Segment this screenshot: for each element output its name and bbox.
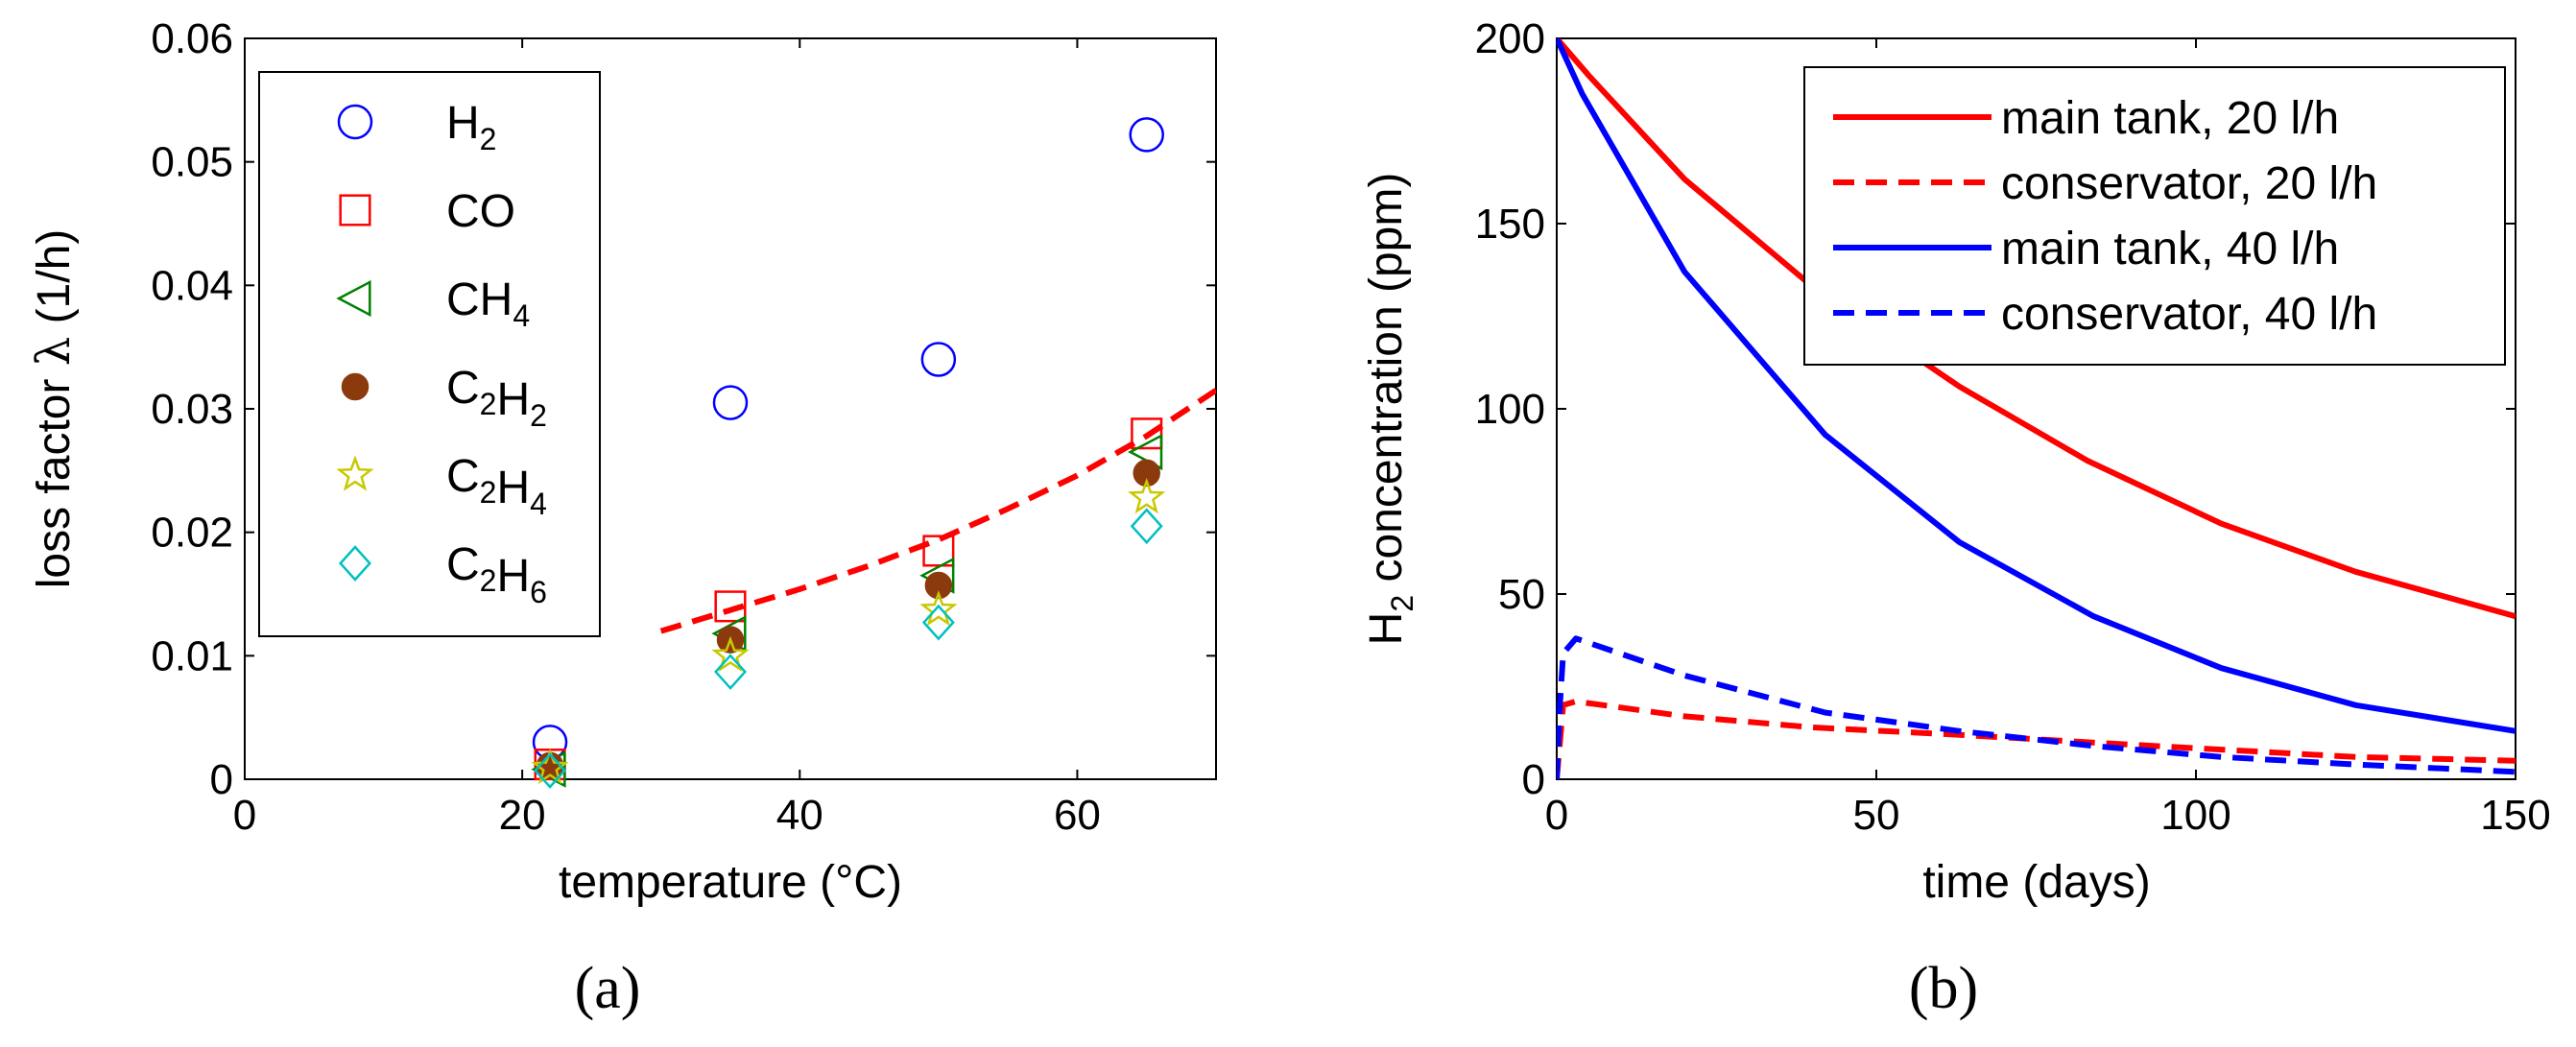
panel-b-x-axis-label: time (days) bbox=[1922, 857, 2150, 908]
legend-label-conservator-40-l-h: conservator, 40 l/h bbox=[2001, 289, 2377, 340]
legend-label-conservator-20-l-h: conservator, 20 l/h bbox=[2001, 158, 2377, 209]
panel-a-x-axis-label: temperature (°C) bbox=[559, 857, 902, 908]
legend-label-co: CO bbox=[446, 186, 515, 237]
panel-a-ticks: 0 20 40 60 0 0.01 0.02 0.03 0.04 0.05 0.06 bbox=[151, 15, 1216, 839]
series-line-conservator-20-l-h bbox=[1557, 698, 2516, 779]
marker-co bbox=[1131, 417, 1163, 450]
marker-co bbox=[922, 535, 955, 567]
panel-b-x-tick-label: 150 bbox=[2480, 792, 2550, 839]
panel-b-lines bbox=[1557, 38, 2516, 779]
marker-c2h4 bbox=[531, 748, 569, 785]
panel-a-legend: H2 CO CH4 C2H2 C2H4 C2H6 bbox=[258, 71, 601, 637]
marker-c2h2 bbox=[924, 571, 953, 600]
legend-label-c2h6: C2H6 bbox=[446, 539, 547, 609]
marker-c2h2 bbox=[1133, 459, 1160, 488]
panel-a-y-tick-label: 0.06 bbox=[151, 15, 233, 62]
panel-a-x-tick-label: 40 bbox=[776, 792, 823, 839]
marker-c2h4 bbox=[711, 635, 750, 672]
legend-marker-c2h4 bbox=[336, 455, 374, 491]
panel-a-y-tick-label: 0.05 bbox=[151, 139, 233, 186]
marker-co bbox=[714, 590, 747, 623]
marker-c2h6 bbox=[714, 654, 747, 690]
panel-a-y-axis-label-unit: (1/h) bbox=[29, 229, 80, 337]
panel-b-y-axis-label-pre: H bbox=[1361, 612, 1412, 646]
panel-a: 0 20 40 60 0 0.01 0.02 0.03 0.04 0.05 0.06 H2 CO CH4… bbox=[27, 15, 1217, 1021]
panel-b-ticks: 0 50 100 150 0 50 100 150 200 bbox=[1475, 15, 2551, 839]
panel-b-y-axis-label-post: concentration (ppm) bbox=[1361, 173, 1412, 595]
panel-a-label: (a) bbox=[575, 956, 641, 1021]
panel-b-label: (b) bbox=[1909, 956, 1978, 1021]
panel-a-x-tick-label: 0 bbox=[233, 792, 256, 839]
legend-label-main-tank-20-l-h: main tank, 20 l/h bbox=[2001, 93, 2339, 144]
panel-a-y-tick-label: 0.04 bbox=[151, 262, 233, 309]
panel-b-y-tick-label: 0 bbox=[1522, 756, 1545, 803]
marker-h2 bbox=[920, 342, 957, 377]
panel-a-y-tick-label: 0 bbox=[210, 756, 233, 803]
panel-a-fit-line bbox=[659, 388, 1216, 634]
legend-marker-h2 bbox=[337, 104, 373, 140]
panel-a-fit-curve bbox=[659, 388, 1216, 634]
panel-a-x-tick-label: 60 bbox=[1054, 792, 1101, 839]
marker-c2h4 bbox=[1128, 478, 1166, 514]
panel-a-markers bbox=[531, 117, 1166, 789]
panel-b-legend: main tank, 20 l/h conservator, 20 l/h main… bbox=[1803, 66, 2506, 366]
panel-a-y-tick-label: 0.02 bbox=[151, 510, 233, 557]
panel-a-y-axis-label-symbol: λ bbox=[27, 337, 81, 366]
panel-a-y-tick-label: 0.03 bbox=[151, 386, 233, 433]
panel-b: 0 50 100 150 0 50 100 150 200 main tank, 20 l/h c… bbox=[1361, 15, 2551, 1021]
marker-h2 bbox=[712, 385, 749, 420]
legend-marker-co bbox=[339, 194, 371, 226]
panel-b-x-tick-label: 0 bbox=[1545, 792, 1568, 839]
panel-a-y-axis-label-text: loss factor bbox=[29, 366, 80, 588]
marker-c2h6 bbox=[921, 604, 955, 641]
legend-marker-ch4 bbox=[336, 279, 371, 318]
panel-b-y-axis-label-sub: 2 bbox=[1385, 595, 1419, 612]
marker-h2 bbox=[1129, 117, 1164, 153]
panel-a-y-axis-label: loss factor λ (1/h) bbox=[27, 229, 81, 589]
panel-b-x-tick-label: 50 bbox=[1853, 792, 1900, 839]
legend-label-c2h4: C2H4 bbox=[446, 451, 547, 521]
legend-marker-c2h6 bbox=[339, 545, 371, 582]
marker-c2h6 bbox=[1130, 508, 1163, 545]
panel-a-y-tick-label: 0.01 bbox=[151, 632, 233, 679]
marker-c2h4 bbox=[919, 590, 958, 627]
legend-label-ch4: CH4 bbox=[446, 274, 530, 333]
series-line-conservator-40-l-h bbox=[1557, 635, 2516, 779]
legend-label-h2: H2 bbox=[446, 98, 496, 156]
panel-b-y-tick-label: 100 bbox=[1475, 386, 1545, 433]
panel-b-y-tick-label: 50 bbox=[1498, 571, 1545, 618]
panel-b-y-tick-label: 150 bbox=[1475, 201, 1545, 248]
legend-marker-c2h2 bbox=[341, 372, 370, 401]
marker-c2h6 bbox=[534, 752, 567, 789]
panel-b-x-tick-label: 100 bbox=[2160, 792, 2230, 839]
series-line-main-tank-40-l-h bbox=[1557, 38, 2516, 734]
panel-b-y-tick-label: 200 bbox=[1475, 15, 1545, 62]
panel-b-y-axis-label: H2 concentration (ppm) bbox=[1361, 173, 1419, 646]
series-line-main-tank-20-l-h bbox=[1557, 38, 2516, 620]
legend-label-c2h2: C2H2 bbox=[446, 363, 547, 433]
panel-a-legend-box bbox=[258, 71, 601, 637]
legend-label-main-tank-40-l-h: main tank, 40 l/h bbox=[2001, 224, 2339, 274]
panel-a-x-tick-label: 20 bbox=[499, 792, 546, 839]
